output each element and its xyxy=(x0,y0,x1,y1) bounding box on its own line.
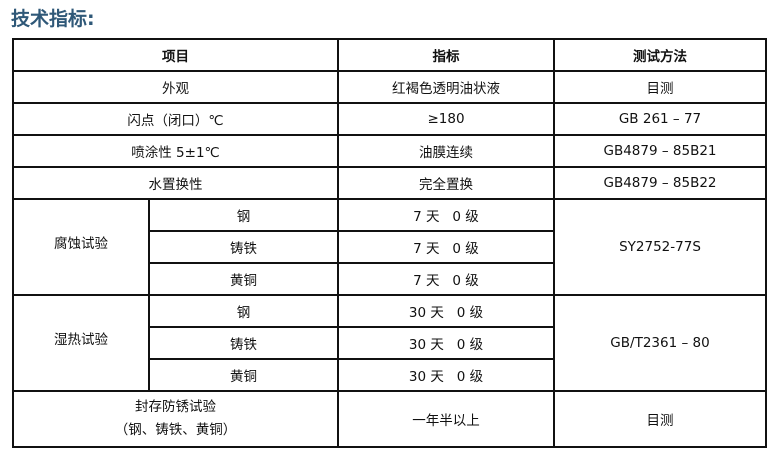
table-row: 封存防锈试验 （钢、铸铁、黄铜） 一年半以上 目测 xyxy=(12,390,767,448)
metal-cell: 铸铁 xyxy=(148,326,339,360)
table-row: 铸铁 30 天 0 级 xyxy=(13,326,766,360)
table-row: 外观 红褐色透明油状液 目测 xyxy=(12,70,767,104)
table-row: 湿热试验 钢 30 天 0 级 GB/T2361 – 80 xyxy=(12,294,767,392)
item-cell: 闪点（闭口）℃ xyxy=(12,102,339,136)
spec-cell: 7 天 0 级 xyxy=(337,198,555,232)
item-cell: 湿热试验 xyxy=(12,294,150,392)
method-cell: GB 261 – 77 xyxy=(553,102,767,136)
header-item: 项目 xyxy=(12,38,339,72)
table-row: 黄铜 7 天 0 级 xyxy=(13,262,766,296)
spec-cell: 7 天 0 级 xyxy=(337,230,555,264)
method-cell: 目测 xyxy=(553,390,767,448)
metal-cell: 钢 xyxy=(148,294,339,328)
spec-cell: 一年半以上 xyxy=(337,390,555,448)
spec-cell: 7 天 0 级 xyxy=(337,262,555,296)
table-header: 项目 指标 测试方法 xyxy=(12,38,767,72)
item-line: 封存防锈试验 xyxy=(135,399,216,415)
table-row: 腐蚀试验 钢 7 天 0 级 SY2752-77S xyxy=(12,198,767,296)
section-title: 技术指标: xyxy=(11,8,95,30)
table-row: 喷涂性 5±1℃ 油膜连续 GB4879 – 85B21 xyxy=(12,134,767,168)
table-row: 铸铁 7 天 0 级 xyxy=(13,230,766,264)
item-cell: 封存防锈试验 （钢、铸铁、黄铜） xyxy=(12,390,339,448)
method-cell: 目测 xyxy=(553,70,767,104)
item-line: （钢、铸铁、黄铜） xyxy=(114,422,237,438)
metal-cell: 钢 xyxy=(148,198,339,232)
spec-cell: ≥180 xyxy=(337,102,555,136)
table-row: 闪点（闭口）℃ ≥180 GB 261 – 77 xyxy=(12,102,767,136)
spec-cell: 30 天 0 级 xyxy=(337,294,555,328)
item-cell: 外观 xyxy=(12,70,339,104)
metal-cell: 黄铜 xyxy=(148,262,339,296)
spec-cell: 30 天 0 级 xyxy=(337,326,555,360)
item-cell: 喷涂性 5±1℃ xyxy=(12,134,339,168)
method-cell: GB4879 – 85B21 xyxy=(553,134,767,168)
method-cell: SY2752-77S xyxy=(553,198,767,296)
method-cell: GB4879 – 85B22 xyxy=(553,166,767,200)
spec-cell: 油膜连续 xyxy=(337,134,555,168)
metal-cell: 铸铁 xyxy=(148,230,339,264)
spec-cell: 红褐色透明油状液 xyxy=(337,70,555,104)
table-row: 黄铜 30 天 0 级 xyxy=(13,358,766,392)
header-method: 测试方法 xyxy=(553,38,767,72)
method-cell: GB/T2361 – 80 xyxy=(553,294,767,392)
header-spec: 指标 xyxy=(337,38,555,72)
spec-table: 项目 指标 测试方法 外观 红褐色透明油状液 目测 闪点（闭口）℃ ≥180 GB 26… xyxy=(12,38,767,448)
item-cell: 水置换性 xyxy=(12,166,339,200)
spec-cell: 30 天 0 级 xyxy=(337,358,555,392)
metal-cell: 黄铜 xyxy=(148,358,339,392)
table-row: 水置换性 完全置换 GB4879 – 85B22 xyxy=(12,166,767,200)
spec-cell: 完全置换 xyxy=(337,166,555,200)
item-cell: 腐蚀试验 xyxy=(12,198,150,296)
